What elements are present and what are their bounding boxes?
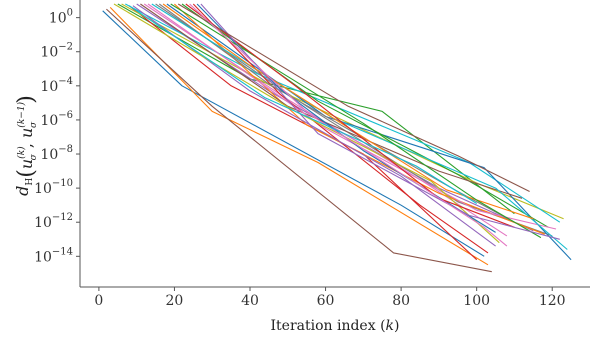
series-line-2 (109, 7, 489, 266)
x-axis-label: Iteration index (k) (271, 318, 400, 334)
series-line-27 (189, 3, 508, 247)
y-tick-label: 10−14 (34, 246, 73, 265)
series-line-11 (166, 3, 572, 261)
series-line-25 (200, 3, 560, 240)
x-tick-label: 80 (392, 293, 410, 309)
y-tick-label: 10−4 (40, 76, 73, 95)
y-tick-label: 100 (49, 8, 73, 27)
x-tick-label: 100 (463, 293, 490, 309)
series-line-20 (151, 3, 568, 250)
series-line-9 (121, 3, 564, 220)
series-line-19 (113, 3, 500, 244)
y-tick-label: 10−8 (40, 144, 73, 163)
x-tick-label: 40 (241, 293, 259, 309)
series-line-4 (128, 5, 478, 261)
y-axis-label: dH(u(k) σ, u(k−1) σ) (13, 95, 39, 196)
x-tick-label: 60 (317, 293, 335, 309)
x-ticks: 0 20 40 60 80 100 120 (94, 287, 566, 309)
series-line-1 (102, 10, 485, 257)
series-line-6 (106, 8, 492, 273)
series-line-28 (128, 5, 477, 204)
y-tick-label: 10−2 (40, 42, 73, 61)
x-tick-label: 120 (539, 293, 566, 309)
axes (79, 0, 590, 288)
series-line-23 (170, 3, 542, 239)
x-tick-label: 20 (166, 293, 184, 309)
series-line-14 (192, 3, 489, 254)
y-tick-label: 10−6 (40, 110, 73, 129)
y-tick-label: 10−10 (34, 178, 73, 197)
x-tick-label: 0 (94, 293, 103, 309)
series-line-24 (185, 3, 515, 228)
y-tick-label: 10−12 (34, 212, 73, 231)
series-line-15 (132, 5, 496, 247)
y-ticks: 100 10−2 10−4 10−6 10−8 10−10 10−12 10−14 (34, 8, 80, 265)
series-line-3 (117, 3, 515, 215)
plot-area (102, 3, 572, 273)
series-line-26 (177, 3, 530, 192)
